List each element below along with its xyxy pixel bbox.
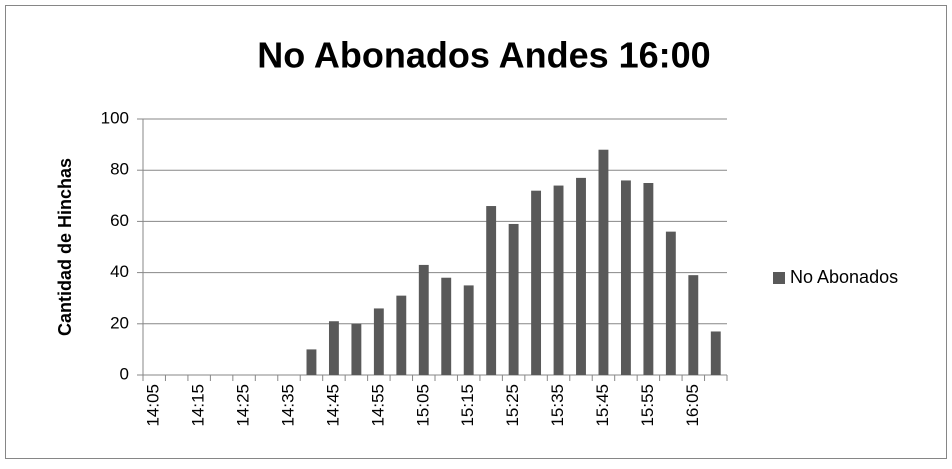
bar — [598, 149, 609, 375]
bar — [463, 285, 474, 375]
x-tick-label: 15:15 — [458, 384, 477, 427]
y-tick-label: 80 — [110, 160, 129, 179]
legend-label: No Abonados — [790, 267, 898, 287]
x-tick-label: 15:55 — [638, 384, 657, 427]
x-tick-label: 14:25 — [234, 384, 253, 427]
x-tick-label: 14:15 — [189, 384, 208, 427]
bar — [486, 206, 497, 375]
x-tick-label: 14:05 — [144, 384, 163, 427]
x-tick-label: 15:25 — [503, 384, 522, 427]
bar — [351, 323, 362, 375]
bar — [396, 295, 407, 375]
y-tick-label: 20 — [110, 313, 129, 332]
x-tick-label: 15:45 — [593, 384, 612, 427]
bar — [418, 264, 429, 375]
x-tick-label: 14:35 — [278, 384, 297, 427]
x-tick-label: 14:45 — [323, 384, 342, 427]
bar — [665, 231, 676, 375]
bar — [710, 331, 721, 375]
bar — [508, 223, 519, 375]
bar — [531, 190, 542, 375]
x-tick-label: 15:05 — [413, 384, 432, 427]
bar — [620, 180, 631, 375]
legend-swatch — [773, 272, 785, 284]
bar — [373, 308, 384, 375]
bar — [688, 275, 699, 375]
x-tick-label: 14:55 — [368, 384, 387, 427]
x-tick-label: 15:35 — [548, 384, 567, 427]
bar — [576, 177, 586, 375]
chart-title: No Abonados Andes 16:00 — [257, 35, 710, 76]
y-tick-label: 40 — [110, 262, 129, 281]
bar — [328, 321, 339, 375]
bar — [553, 185, 564, 375]
bar — [306, 349, 317, 375]
chart-border — [5, 5, 947, 459]
y-tick-label: 100 — [101, 108, 129, 127]
x-tick-label: 16:05 — [683, 384, 702, 427]
bar — [643, 183, 654, 375]
y-tick-label: 0 — [120, 364, 129, 383]
y-axis-label: Cantidad de Hinchas — [55, 158, 75, 336]
y-tick-label: 60 — [110, 211, 129, 230]
bar — [441, 277, 452, 375]
